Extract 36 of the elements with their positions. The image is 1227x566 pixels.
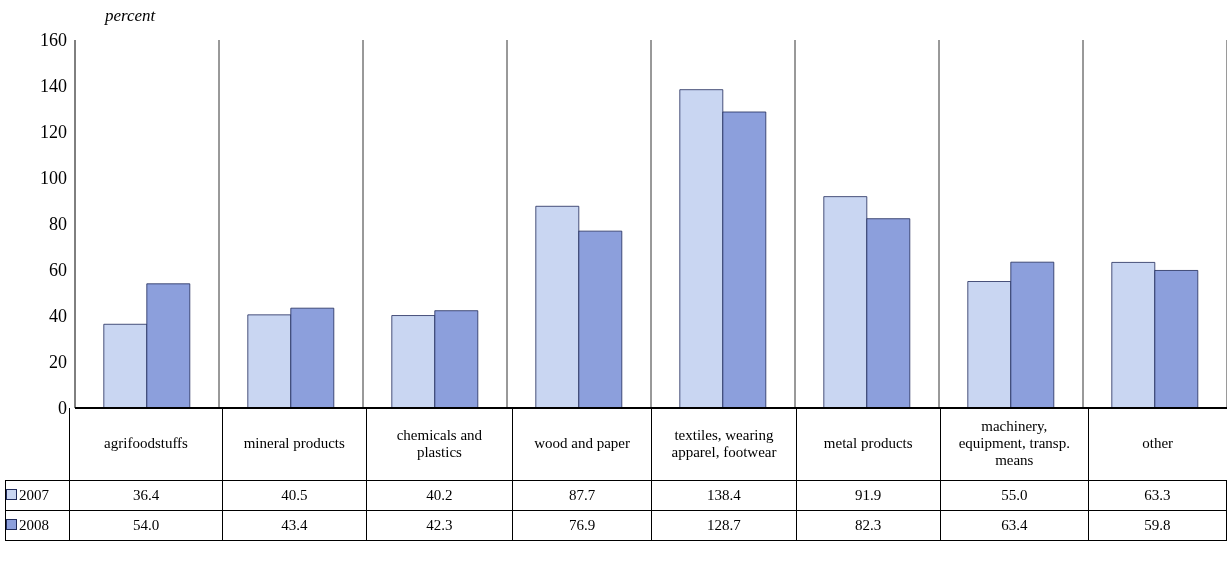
data-label: 59.8 [1088, 510, 1227, 540]
data-label: 40.2 [366, 480, 513, 510]
y-tick-label: 80 [49, 214, 67, 235]
x-tick-label: textiles, wearing apparel, footwear [651, 408, 797, 480]
data-label: 36.4 [69, 480, 223, 510]
data-label: 63.4 [940, 510, 1089, 540]
data-label: 63.3 [1088, 480, 1227, 510]
data-label: 87.7 [512, 480, 652, 510]
x-tick-label: chemicals and plastics [366, 408, 513, 480]
x-tick-label: other [1088, 408, 1227, 480]
x-tick-label: wood and paper [512, 408, 652, 480]
data-label: 40.5 [222, 480, 367, 510]
data-label: 55.0 [940, 480, 1089, 510]
y-tick-label: 20 [49, 352, 67, 373]
x-tick-label: machinery, equipment, transp. means [940, 408, 1089, 480]
y-tick-label: 60 [49, 260, 67, 281]
data-label: 42.3 [366, 510, 513, 540]
legend-label: 2007 [5, 480, 70, 510]
y-tick-label: 160 [40, 30, 67, 51]
y-tick-label: 0 [58, 398, 67, 419]
data-label: 138.4 [651, 480, 797, 510]
y-tick-label: 40 [49, 306, 67, 327]
data-label: 128.7 [651, 510, 797, 540]
y-tick-label: 100 [40, 168, 67, 189]
x-tick-label: agrifoodstuffs [69, 408, 223, 480]
x-tick-label: metal products [796, 408, 941, 480]
y-tick-label: 140 [40, 76, 67, 97]
data-label: 43.4 [222, 510, 367, 540]
legend-label: 2008 [5, 510, 70, 540]
x-tick-label: mineral products [222, 408, 367, 480]
data-label: 82.3 [796, 510, 941, 540]
data-label: 91.9 [796, 480, 941, 510]
y-tick-label: 120 [40, 122, 67, 143]
data-label: 54.0 [69, 510, 223, 540]
data-label: 76.9 [512, 510, 652, 540]
y-axis-title: percent [105, 6, 156, 26]
